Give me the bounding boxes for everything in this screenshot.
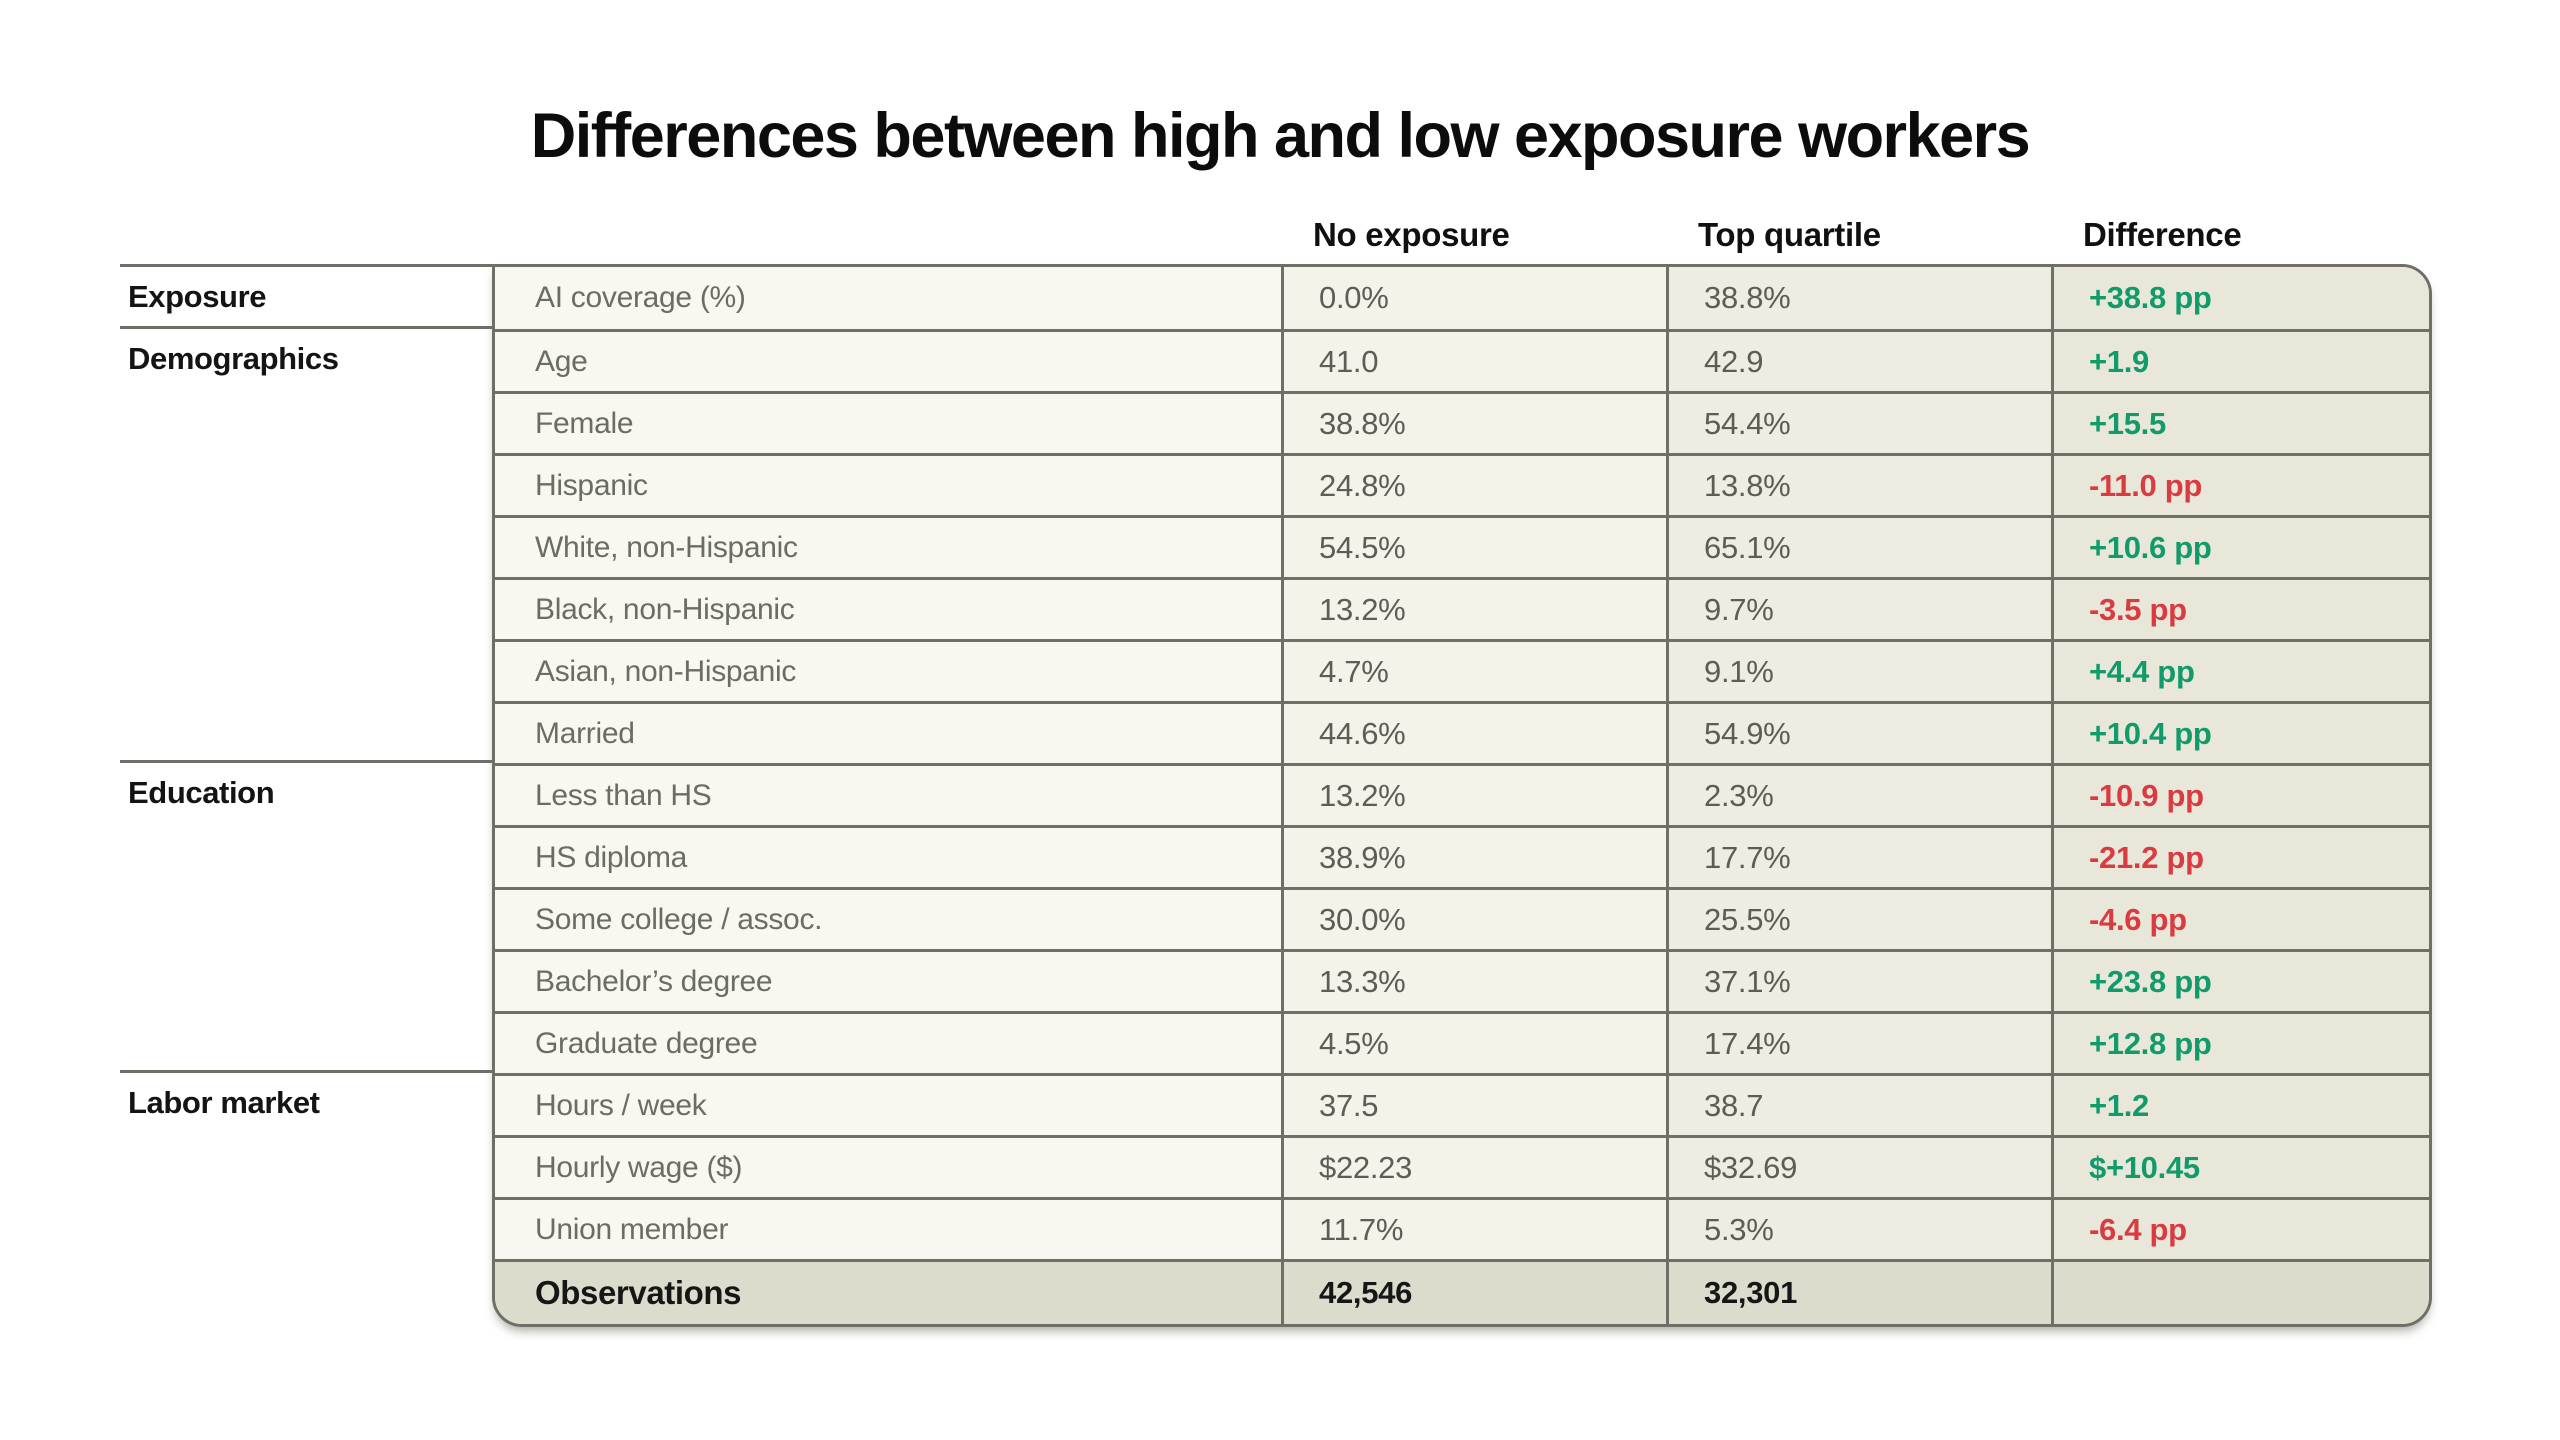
category-column: Exposure Demographics Education Labor marke…	[120, 264, 492, 1327]
cell-difference: +12.8 pp	[2051, 1011, 2429, 1073]
row-label: Less than HS	[495, 763, 1281, 825]
cell-difference: -3.5 pp	[2051, 577, 2429, 639]
figure-title: Differences between high and low exposur…	[530, 101, 2031, 171]
cell-difference: +1.2	[2051, 1073, 2429, 1135]
cell-difference: -10.9 pp	[2051, 763, 2429, 825]
cell-difference: +4.4 pp	[2051, 639, 2429, 701]
cell-difference	[2051, 1259, 2429, 1324]
cell-top-quartile: 17.4%	[1666, 1011, 2051, 1073]
group-label-education: Education	[128, 775, 275, 810]
row-label: Age	[495, 329, 1281, 391]
cell-no-exposure: 54.5%	[1281, 515, 1666, 577]
cell-top-quartile: 32,301	[1666, 1259, 2051, 1324]
cell-top-quartile: 54.9%	[1666, 701, 2051, 763]
category-group: Demographics	[120, 326, 492, 760]
cell-top-quartile: 9.1%	[1666, 639, 2051, 701]
cell-no-exposure: $22.23	[1281, 1135, 1666, 1197]
cell-difference: +10.6 pp	[2051, 515, 2429, 577]
cell-top-quartile: 17.7%	[1666, 825, 2051, 887]
cell-difference: +1.9	[2051, 329, 2429, 391]
cell-top-quartile: 38.7	[1666, 1073, 2051, 1135]
row-label: Black, non-Hispanic	[495, 577, 1281, 639]
row-label: Married	[495, 701, 1281, 763]
cell-top-quartile: $32.69	[1666, 1135, 2051, 1197]
column-header-no-exposure: No exposure	[1313, 216, 1510, 253]
row-label: Bachelor’s degree	[495, 949, 1281, 1011]
cell-top-quartile: 37.1%	[1666, 949, 2051, 1011]
cell-top-quartile: 2.3%	[1666, 763, 2051, 825]
cell-top-quartile: 54.4%	[1666, 391, 2051, 453]
group-label-labor-market: Labor market	[128, 1085, 320, 1120]
cell-top-quartile: 5.3%	[1666, 1197, 2051, 1259]
cell-no-exposure: 38.9%	[1281, 825, 1666, 887]
total-row-label: Observations	[495, 1259, 1281, 1324]
row-label: Hispanic	[495, 453, 1281, 515]
cell-top-quartile: 9.7%	[1666, 577, 2051, 639]
cell-no-exposure: 4.7%	[1281, 639, 1666, 701]
row-label: White, non-Hispanic	[495, 515, 1281, 577]
cell-no-exposure: 4.5%	[1281, 1011, 1666, 1073]
cell-top-quartile: 38.8%	[1666, 267, 2051, 329]
cell-difference: -4.6 pp	[2051, 887, 2429, 949]
column-header-difference: Difference	[2083, 216, 2242, 253]
cell-no-exposure: 41.0	[1281, 329, 1666, 391]
cell-no-exposure: 44.6%	[1281, 701, 1666, 763]
cell-no-exposure: 37.5	[1281, 1073, 1666, 1135]
cell-no-exposure: 42,546	[1281, 1259, 1666, 1324]
category-group: Exposure	[120, 264, 492, 326]
table-card: AI coverage (%) 0.0% 38.8% +38.8 pp Age 41.0 4…	[492, 264, 2432, 1327]
row-label: Hours / week	[495, 1073, 1281, 1135]
cell-difference: +10.4 pp	[2051, 701, 2429, 763]
cell-difference: -11.0 pp	[2051, 453, 2429, 515]
group-label-exposure: Exposure	[128, 279, 267, 314]
cell-no-exposure: 24.8%	[1281, 453, 1666, 515]
cell-difference: $+10.45	[2051, 1135, 2429, 1197]
category-group: Education	[120, 760, 492, 1070]
row-label: Female	[495, 391, 1281, 453]
cell-top-quartile: 42.9	[1666, 329, 2051, 391]
cell-no-exposure: 30.0%	[1281, 887, 1666, 949]
cell-top-quartile: 25.5%	[1666, 887, 2051, 949]
cell-no-exposure: 38.8%	[1281, 391, 1666, 453]
row-label: Union member	[495, 1197, 1281, 1259]
cell-no-exposure: 13.2%	[1281, 763, 1666, 825]
cell-top-quartile: 13.8%	[1666, 453, 2051, 515]
cell-difference: -6.4 pp	[2051, 1197, 2429, 1259]
cell-no-exposure: 13.3%	[1281, 949, 1666, 1011]
row-label: Some college / assoc.	[495, 887, 1281, 949]
row-label: AI coverage (%)	[495, 267, 1281, 329]
cell-difference: -21.2 pp	[2051, 825, 2429, 887]
row-label: Asian, non-Hispanic	[495, 639, 1281, 701]
row-label: Hourly wage ($)	[495, 1135, 1281, 1197]
cell-top-quartile: 65.1%	[1666, 515, 2051, 577]
group-label-demographics: Demographics	[128, 341, 339, 376]
category-group: Labor market	[120, 1070, 492, 1327]
column-header-top-quartile: Top quartile	[1698, 216, 1881, 253]
row-label: Graduate degree	[495, 1011, 1281, 1073]
cell-difference: +38.8 pp	[2051, 267, 2429, 329]
data-table: AI coverage (%) 0.0% 38.8% +38.8 pp Age 41.0 4…	[495, 267, 2429, 1324]
cell-no-exposure: 0.0%	[1281, 267, 1666, 329]
cell-no-exposure: 13.2%	[1281, 577, 1666, 639]
cell-difference: +23.8 pp	[2051, 949, 2429, 1011]
cell-no-exposure: 11.7%	[1281, 1197, 1666, 1259]
cell-difference: +15.5	[2051, 391, 2429, 453]
row-label: HS diploma	[495, 825, 1281, 887]
